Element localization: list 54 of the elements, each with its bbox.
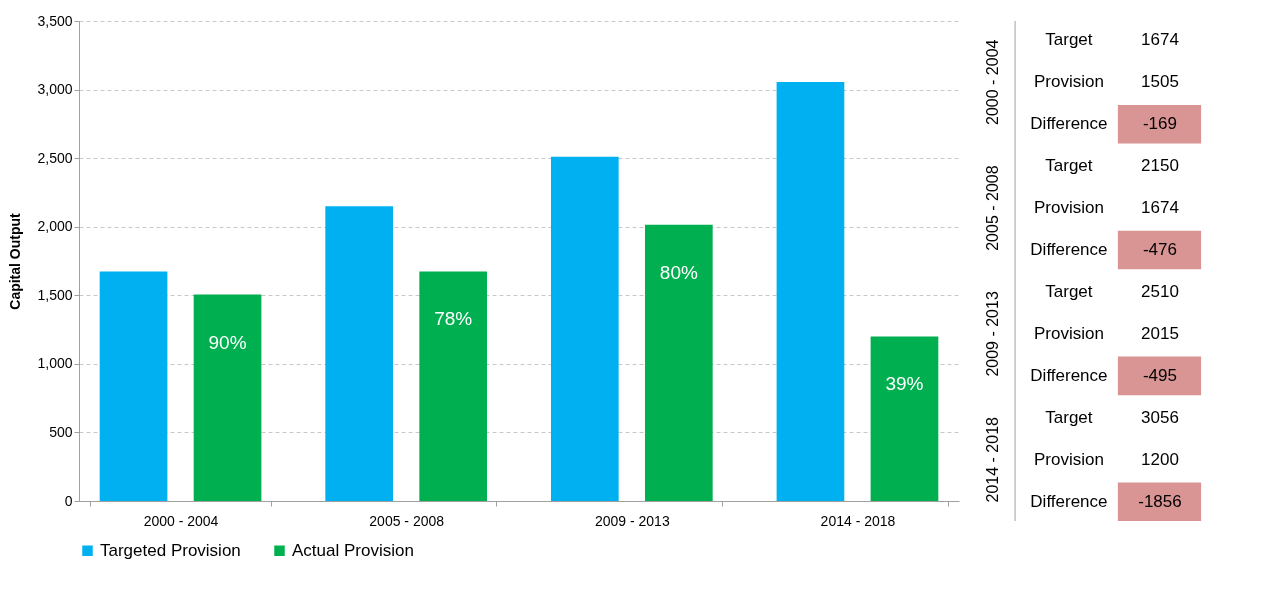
bar (644, 224, 713, 501)
bar (550, 156, 619, 501)
legend-label: Actual Provision (292, 540, 414, 560)
text: Target (1045, 407, 1093, 427)
x-tick-label: 2009 - 2013 (594, 512, 670, 529)
text: Target (1045, 30, 1093, 50)
annotation: 39% (885, 373, 924, 395)
data-label: -495 (1142, 365, 1177, 385)
data-label: 2015 (1141, 323, 1179, 343)
bar (870, 336, 939, 501)
bar (99, 271, 168, 501)
bar (776, 81, 845, 501)
series-label: Difference (1030, 114, 1108, 134)
text: Difference (1030, 240, 1108, 260)
y-tick-label: 3,000 (37, 81, 73, 98)
data-label: 2150 (1141, 156, 1179, 176)
legend-label: Targeted Provision (100, 540, 241, 560)
data-label: -476 (1142, 240, 1177, 260)
x-tick-label: 2005 - 2008 (369, 512, 445, 529)
y-tick-label: 1,000 (37, 355, 73, 372)
y-axis-title: Capital Output (7, 212, 24, 310)
text: Difference (1030, 365, 1108, 385)
category-label: 2005 - 2008 (983, 165, 1001, 251)
text: Target (1045, 156, 1093, 176)
data-label: -1856 (1138, 491, 1182, 511)
text: Difference (1030, 491, 1108, 511)
annotation: 90% (208, 331, 247, 353)
category-label: 2000 - 2004 (983, 39, 1001, 125)
bar (325, 206, 394, 501)
text: Provision (1033, 198, 1104, 218)
annotation: 78% (434, 308, 473, 330)
text: Provision (1033, 449, 1104, 469)
data-label: -169 (1142, 114, 1177, 134)
text: Provision (1033, 72, 1104, 92)
y-tick-label: 2,500 (37, 149, 73, 166)
x-tick-label: 2014 - 2018 (820, 512, 896, 529)
y-tick-label: 0 (64, 492, 73, 509)
category-label: 2009 - 2013 (983, 291, 1001, 377)
y-tick-label: 500 (49, 423, 73, 440)
text: Provision (1033, 323, 1104, 343)
data-label: 1200 (1141, 449, 1179, 469)
bar (419, 271, 488, 501)
data-label: 1674 (1141, 30, 1179, 50)
y-tick-label: 2,000 (37, 218, 73, 235)
bar (193, 294, 262, 501)
x-tick-label: 2000 - 2004 (143, 512, 219, 529)
data-label: 3056 (1141, 407, 1179, 427)
data-label: 2510 (1141, 281, 1179, 301)
text: Target (1045, 281, 1093, 301)
data-label: 1674 (1141, 198, 1179, 218)
data-label: 1505 (1141, 72, 1179, 92)
y-tick-label: 1,500 (37, 286, 73, 303)
annotation: 80% (659, 261, 698, 283)
y-tick-label: 3,500 (37, 12, 73, 29)
